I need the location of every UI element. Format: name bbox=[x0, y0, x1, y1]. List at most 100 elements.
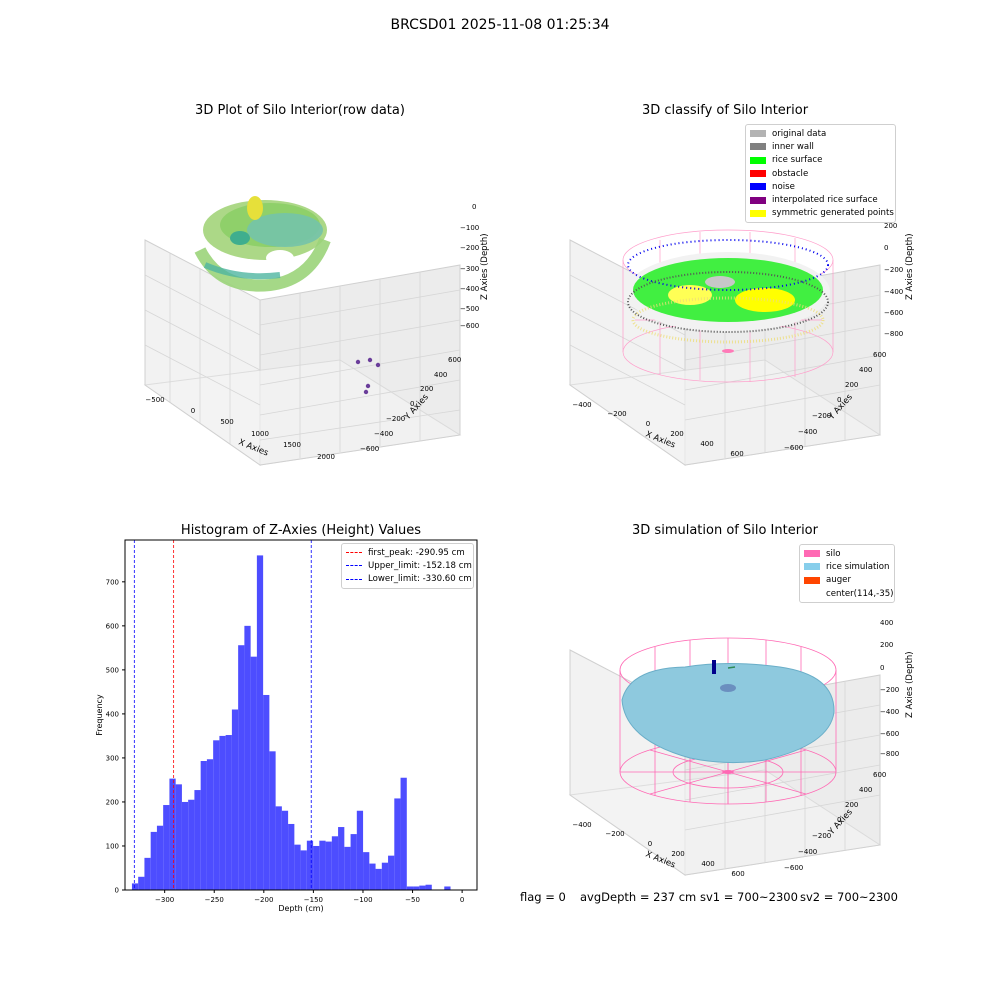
legend-entry-obstacle: obstacle bbox=[750, 167, 891, 180]
histogram-bar bbox=[381, 862, 389, 890]
histogram-y-tick-label: 500 bbox=[106, 666, 119, 674]
histogram-xlabel: Depth (cm) bbox=[278, 904, 323, 913]
histogram-bar bbox=[394, 798, 401, 890]
raw-outlier-points bbox=[355, 357, 381, 395]
legend-entry-rice-simulation: rice simulation bbox=[804, 560, 890, 573]
histogram-bar bbox=[219, 735, 226, 890]
simulation-ztick: 400 bbox=[880, 619, 893, 627]
raw-xtick: 500 bbox=[220, 418, 233, 426]
classify-ytick: 400 bbox=[859, 366, 872, 374]
classify-plot-title: 3D classify of Silo Interior bbox=[641, 103, 809, 118]
histogram-bar bbox=[175, 784, 182, 890]
raw-xtick: 2000 bbox=[317, 453, 335, 461]
simulation-legend: silo rice simulation auger center(114,-3… bbox=[799, 544, 895, 604]
simulation-center-marker bbox=[722, 770, 734, 774]
histogram-y-ticks: 0 100 200 300 400 500 600 700 bbox=[106, 578, 125, 895]
raw-ztick: −400 bbox=[460, 285, 479, 293]
simulation-ztick: −400 bbox=[880, 708, 899, 716]
classify-xtick: −400 bbox=[572, 401, 591, 409]
histogram-bar bbox=[163, 805, 170, 890]
classify-ytick: 200 bbox=[845, 381, 858, 389]
classify-zlabel: Z Axies (Depth) bbox=[905, 233, 915, 300]
histogram-bar bbox=[188, 799, 195, 890]
figure-suptitle: BRCSD01 2025-11-08 01:25:34 bbox=[390, 17, 610, 33]
histogram-bar bbox=[350, 834, 357, 890]
raw-xtick: 0 bbox=[191, 407, 195, 415]
simulation-ytick: −200 bbox=[812, 832, 831, 840]
histogram-bar bbox=[356, 810, 364, 890]
simulation-3d-plot: −400 −200 0 200 400 600 600 400 200 0 −2… bbox=[568, 619, 915, 878]
simulation-xtick: 600 bbox=[731, 870, 744, 878]
simulation-ytick: −400 bbox=[798, 848, 817, 856]
histogram-axes-frame bbox=[124, 539, 478, 891]
simulation-rice-surface bbox=[621, 660, 835, 764]
simulation-xtick: 200 bbox=[671, 850, 684, 858]
raw-ztick: −500 bbox=[460, 305, 479, 313]
histogram-y-tick-label: 0 bbox=[115, 887, 119, 895]
classify-ytick: 600 bbox=[873, 351, 886, 359]
histogram-bar bbox=[206, 759, 214, 890]
histogram-bar bbox=[244, 625, 251, 890]
classify-point-cloud bbox=[626, 239, 830, 353]
histogram-x-tick-label: −100 bbox=[353, 896, 372, 904]
histogram-ylabel: Frequency bbox=[95, 694, 104, 736]
simulation-xtick: −200 bbox=[605, 830, 624, 838]
simulation-ytick: 200 bbox=[845, 801, 858, 809]
status-flag: flag = 0 bbox=[520, 890, 566, 904]
legend-entry-symmetric-generated-points: symmetric generated points bbox=[750, 207, 894, 220]
simulation-xtick: 400 bbox=[701, 860, 714, 868]
raw-xtick: 1500 bbox=[283, 441, 301, 449]
status-sv1: sv1 = 700~2300 bbox=[700, 890, 798, 904]
classify-ytick: −400 bbox=[798, 428, 817, 436]
histogram-title: Histogram of Z-Axies (Height) Values bbox=[180, 523, 422, 538]
status-avg-depth: avgDepth = 237 cm bbox=[580, 890, 697, 904]
histogram-reference-lines bbox=[133, 540, 312, 890]
histogram-x-tick-label: −200 bbox=[254, 896, 273, 904]
classify-ztick: 0 bbox=[884, 244, 888, 252]
histogram-bar bbox=[425, 884, 432, 890]
raw-xtick: −500 bbox=[145, 396, 164, 404]
legend-entry-noise: noise bbox=[750, 180, 891, 193]
histogram-x-tick-label: 0 bbox=[460, 896, 464, 904]
histogram-bar bbox=[331, 836, 339, 890]
histogram-chart: −300 −250 −200 −150 −100 −50 0 0 100 200 300 400 50… bbox=[95, 539, 478, 913]
raw-ytick: −400 bbox=[374, 430, 393, 438]
classify-ztick: 200 bbox=[884, 222, 897, 230]
raw-point-cloud bbox=[194, 196, 331, 292]
histogram-bar bbox=[150, 831, 157, 890]
histogram-bar bbox=[181, 801, 189, 890]
histogram-legend: first_peak: -290.95 cm Upper_limit: -152… bbox=[341, 543, 474, 589]
raw-plot-title: 3D Plot of Silo Interior(row data) bbox=[195, 103, 405, 118]
histogram-bar bbox=[375, 868, 382, 890]
histogram-x-tick-label: −50 bbox=[405, 896, 420, 904]
legend-entry-interpolated-rice-surface: interpolated rice surface bbox=[750, 193, 891, 206]
histogram-bar bbox=[306, 840, 314, 890]
histogram-bar bbox=[294, 844, 301, 890]
raw-ztick: 0 bbox=[472, 203, 476, 211]
classify-ytick: 0 bbox=[837, 396, 841, 404]
raw-xtick: 1000 bbox=[251, 430, 269, 438]
histogram-bar bbox=[313, 845, 320, 890]
simulation-ytick: 0 bbox=[837, 816, 841, 824]
simulation-xtick: −400 bbox=[572, 821, 591, 829]
histogram-x-tick-label: −300 bbox=[155, 896, 174, 904]
simulation-ytick: 600 bbox=[873, 771, 886, 779]
simulation-plot-title: 3D simulation of Silo Interior bbox=[632, 523, 818, 538]
raw-ztick: −200 bbox=[460, 244, 479, 252]
classify-ytick: −600 bbox=[784, 444, 803, 452]
classify-ytick: −200 bbox=[812, 412, 831, 420]
histogram-bar bbox=[263, 694, 270, 890]
simulation-xtick: 0 bbox=[648, 840, 652, 848]
raw-ytick: 600 bbox=[448, 356, 461, 364]
histogram-bar bbox=[156, 825, 164, 890]
legend-entry-rice-surface: rice surface bbox=[750, 154, 891, 167]
legend-entry-silo: silo bbox=[804, 547, 890, 560]
raw-gridlines bbox=[144, 253, 461, 458]
histogram-bar bbox=[200, 761, 207, 890]
histogram-y-tick-label: 200 bbox=[106, 798, 119, 806]
histogram-bar bbox=[413, 886, 420, 890]
simulation-ztick: −800 bbox=[880, 750, 899, 758]
classify-ztick: −800 bbox=[884, 330, 903, 338]
classify-xtick: 0 bbox=[646, 420, 650, 428]
histogram-bar bbox=[169, 778, 176, 890]
